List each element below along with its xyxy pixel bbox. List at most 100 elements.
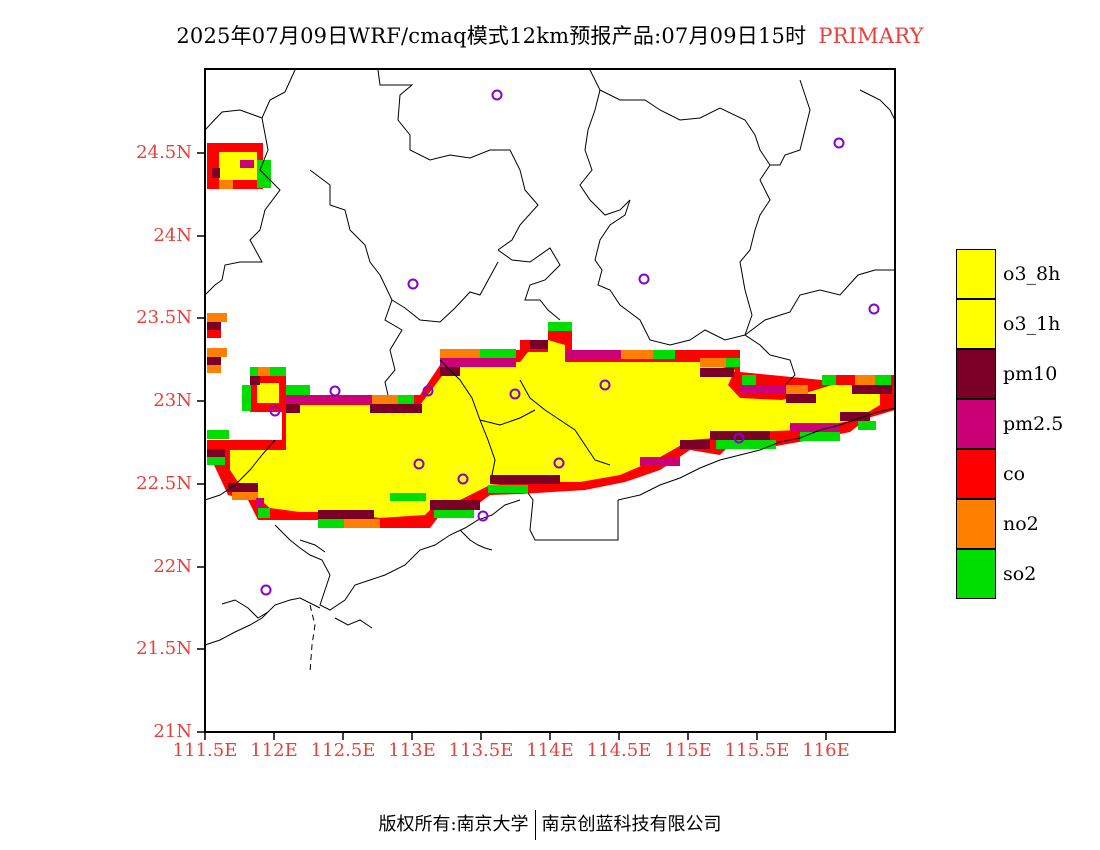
lat-label: 22.5N xyxy=(136,473,192,494)
cell-no2 xyxy=(786,385,808,394)
station-marker xyxy=(553,457,565,469)
legend-label: pm10 xyxy=(1003,363,1058,385)
cell-so2 xyxy=(207,430,229,439)
cell-pm10 xyxy=(207,449,225,457)
axis-ticks xyxy=(197,152,827,740)
cell-so2 xyxy=(800,432,840,441)
station-marker xyxy=(457,473,469,485)
cell-o3 xyxy=(257,383,279,403)
cell-so2 xyxy=(434,510,474,518)
cell-so2 xyxy=(742,375,756,385)
lat-label: 21N xyxy=(153,721,192,742)
lon-label: 112.5E xyxy=(310,740,376,761)
cell-pm2-5 xyxy=(790,423,840,432)
cell-so2 xyxy=(716,440,776,449)
copyright-owner: 版权所有:南京大学 xyxy=(378,814,529,835)
lon-label: 115.5E xyxy=(724,740,790,761)
title-primary-tag: PRIMARY xyxy=(818,24,924,48)
region-core-o3 xyxy=(230,340,880,518)
cell-no2 xyxy=(344,519,380,528)
lon-label: 114.5E xyxy=(586,740,652,761)
legend-label: o3_1h xyxy=(1003,313,1061,335)
cell-pm10 xyxy=(207,322,221,330)
legend-swatch xyxy=(956,549,996,599)
lat-label: 23N xyxy=(153,390,192,411)
cell-pm2-5 xyxy=(256,498,264,507)
cell-so2 xyxy=(390,493,426,501)
legend-swatch xyxy=(956,499,996,549)
cell-so2 xyxy=(858,421,876,430)
station-marker xyxy=(638,273,650,285)
cell-so2 xyxy=(480,349,516,358)
cell-so2 xyxy=(488,485,528,493)
cell-pm10 xyxy=(207,357,221,365)
legend-swatch xyxy=(956,399,996,449)
lat-label: 23.5N xyxy=(136,307,192,328)
cell-pm10 xyxy=(286,404,300,413)
cell-so2 xyxy=(318,519,344,528)
cell-pm2-5 xyxy=(640,457,680,466)
station-marker xyxy=(733,432,745,444)
cell-pm2-5 xyxy=(440,358,516,367)
lon-label: 113E xyxy=(388,740,436,761)
lon-label: 114E xyxy=(526,740,574,761)
cell-pm10 xyxy=(700,368,734,377)
boundary-lines xyxy=(204,69,896,673)
station-marker xyxy=(868,303,880,315)
lon-label: 111.5E xyxy=(172,740,238,761)
station-marker xyxy=(260,584,272,596)
pollutant-field xyxy=(207,143,895,528)
cell-pm10 xyxy=(440,367,460,376)
station-marker xyxy=(599,379,611,391)
legend-label: pm2.5 xyxy=(1003,413,1064,435)
cell-no2 xyxy=(258,367,270,376)
cell-pm10 xyxy=(250,376,260,385)
cell-pm10 xyxy=(430,500,480,510)
map-title: 2025年07月09日WRF/cmaq模式12km预报产品:07月09日15时 P… xyxy=(0,20,1100,50)
cell-so2 xyxy=(548,322,572,331)
cell-pm10 xyxy=(710,431,770,440)
copyright-company: 南京创蓝科技有限公司 xyxy=(541,814,722,835)
legend-label: so2 xyxy=(1003,563,1037,585)
cell-so2 xyxy=(398,395,414,404)
cell-pm10 xyxy=(490,475,560,484)
cell-so2 xyxy=(207,457,225,465)
station-marker xyxy=(477,510,489,522)
station-marker xyxy=(329,385,341,397)
cell-no2 xyxy=(207,365,221,373)
cell-no2 xyxy=(207,348,227,357)
station-marker xyxy=(422,385,434,397)
station-marker xyxy=(509,388,521,400)
cell-no2 xyxy=(855,375,877,385)
cell-no2 xyxy=(700,358,726,367)
station-markers xyxy=(260,89,880,596)
cell-no2 xyxy=(372,395,398,404)
cell-pm10 xyxy=(370,404,422,413)
legend-label: o3_8h xyxy=(1003,263,1061,285)
cell-so2 xyxy=(822,375,836,385)
title-text: 2025年07月09日WRF/cmaq模式12km预报产品:07月09日15时 xyxy=(176,24,807,48)
station-marker xyxy=(407,278,419,290)
lon-label: 116E xyxy=(802,740,850,761)
cell-pm10 xyxy=(228,483,258,492)
cell-pm2-5 xyxy=(565,350,621,359)
cell-no2 xyxy=(440,349,480,358)
cell-pm10 xyxy=(212,168,220,178)
cell-red xyxy=(207,330,221,338)
cell-pm10 xyxy=(680,440,710,449)
cell-pm10 xyxy=(852,385,892,394)
lon-label: 115E xyxy=(664,740,712,761)
station-marker xyxy=(269,405,281,417)
lon-label: 113.5E xyxy=(448,740,514,761)
cell-pm10 xyxy=(318,510,374,519)
lat-label: 21.5N xyxy=(136,638,192,659)
cell-so2 xyxy=(242,385,251,411)
legend-swatch xyxy=(956,449,996,499)
copyright-footer: 版权所有:南京大学 南京创蓝科技有限公司 xyxy=(0,810,1100,840)
cell-no2 xyxy=(207,313,227,322)
footer-divider xyxy=(534,810,536,840)
lon-label: 112E xyxy=(250,740,298,761)
lat-label: 22N xyxy=(153,556,192,577)
station-marker xyxy=(491,89,503,101)
